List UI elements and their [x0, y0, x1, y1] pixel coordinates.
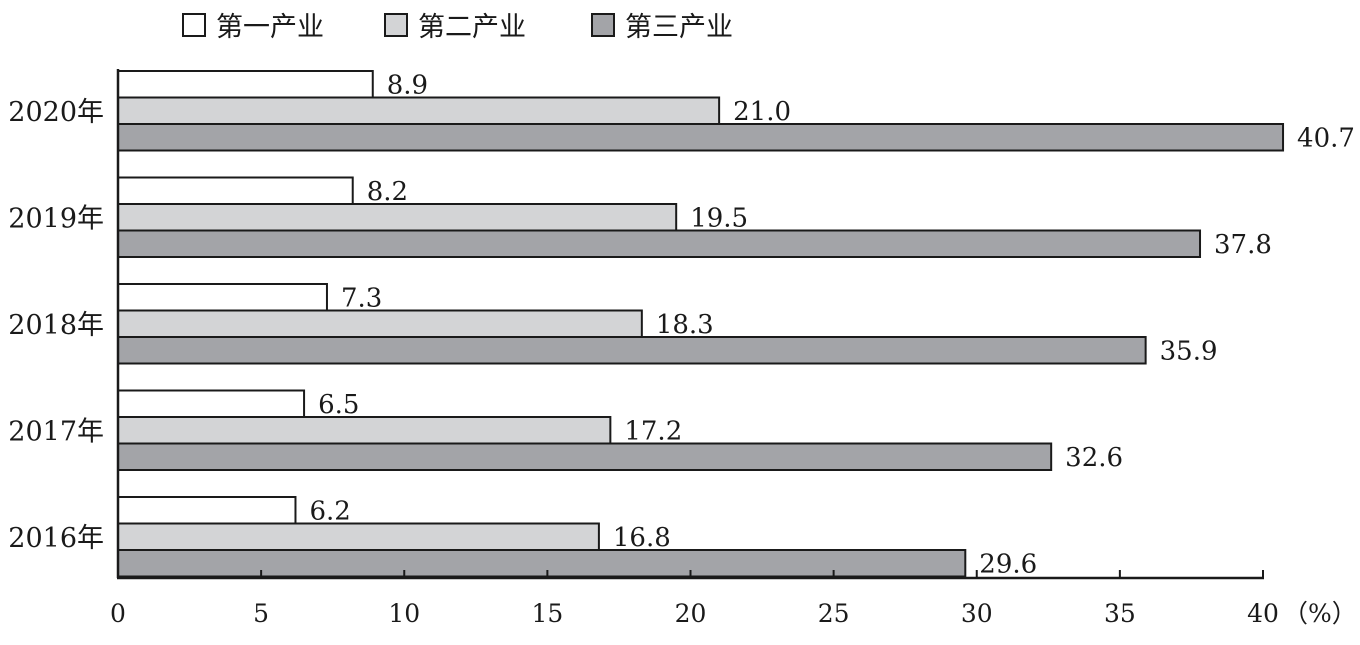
legend-label-2: 第二产业	[418, 12, 526, 43]
legend-swatch-2	[384, 13, 408, 37]
bar-2020年-第一产业	[117, 70, 374, 99]
data-label: 29.6	[979, 550, 1037, 580]
bar-2017年-第二产业	[117, 416, 612, 445]
bar-2018年-第三产业	[117, 336, 1147, 365]
x-tick-label: 30	[961, 599, 993, 628]
bar-2020年-第二产业	[117, 96, 721, 125]
legend-label-1: 第一产业	[216, 12, 324, 43]
x-tick-label: 35	[1104, 599, 1136, 628]
data-label: 37.8	[1214, 230, 1272, 260]
data-label: 35.9	[1160, 337, 1218, 367]
bar-2016年-第一产业	[117, 496, 297, 525]
data-label: 17.2	[624, 417, 682, 447]
bars-group: 8.9 21.0 40.7 8.2 19.5 37.8 7.3 18.3 35.9 6.5 17.2…	[117, 70, 1355, 580]
axes-group: 2020年 2019年 2018年 2017年 2016年 0 5 10 15 20 25 30 35 4…	[8, 69, 1357, 628]
data-label: 8.2	[367, 177, 408, 207]
data-label: 8.9	[387, 71, 428, 101]
bar-2018年-第二产业	[117, 309, 643, 338]
y-tick-label: 2020年	[8, 97, 104, 128]
x-axis-unit: （%）	[1283, 599, 1357, 628]
x-tick-label: 15	[531, 599, 563, 628]
data-label: 21.0	[733, 97, 791, 127]
data-label: 19.5	[690, 204, 748, 234]
bar-2018年-第一产业	[117, 283, 328, 312]
y-tick-label: 2017年	[8, 416, 104, 447]
bar-2016年-第二产业	[117, 522, 600, 551]
legend-swatch-3	[591, 13, 615, 37]
legend: 第一产业 第二产业 第三产业	[182, 12, 733, 43]
x-tick-label: 10	[388, 599, 420, 628]
x-tick-label: 25	[818, 599, 850, 628]
y-tick-label: 2018年	[8, 310, 104, 341]
data-label: 6.5	[318, 390, 359, 420]
bar-2017年-第一产业	[117, 389, 306, 418]
bar-2017年-第三产业	[117, 442, 1053, 471]
legend-label-3: 第三产业	[625, 12, 733, 43]
bar-2019年-第二产业	[117, 203, 678, 232]
data-label: 6.2	[309, 497, 350, 527]
y-tick-label: 2019年	[8, 203, 104, 234]
data-label: 40.7	[1297, 124, 1355, 154]
bar-2019年-第一产业	[117, 176, 354, 205]
y-tick-label: 2016年	[8, 523, 104, 554]
legend-swatch-1	[182, 13, 206, 37]
x-tick-label: 20	[675, 599, 707, 628]
data-label: 18.3	[656, 310, 714, 340]
x-tick-label: 40	[1247, 599, 1279, 628]
x-tick-label: 5	[253, 599, 269, 628]
data-label: 16.8	[613, 523, 671, 553]
bar-2019年-第三产业	[117, 229, 1202, 258]
data-label: 32.6	[1065, 443, 1123, 473]
bar-2020年-第三产业	[117, 123, 1285, 152]
bar-2016年-第三产业	[117, 549, 967, 578]
data-label: 7.3	[341, 284, 382, 314]
x-tick-label: 0	[110, 599, 126, 628]
